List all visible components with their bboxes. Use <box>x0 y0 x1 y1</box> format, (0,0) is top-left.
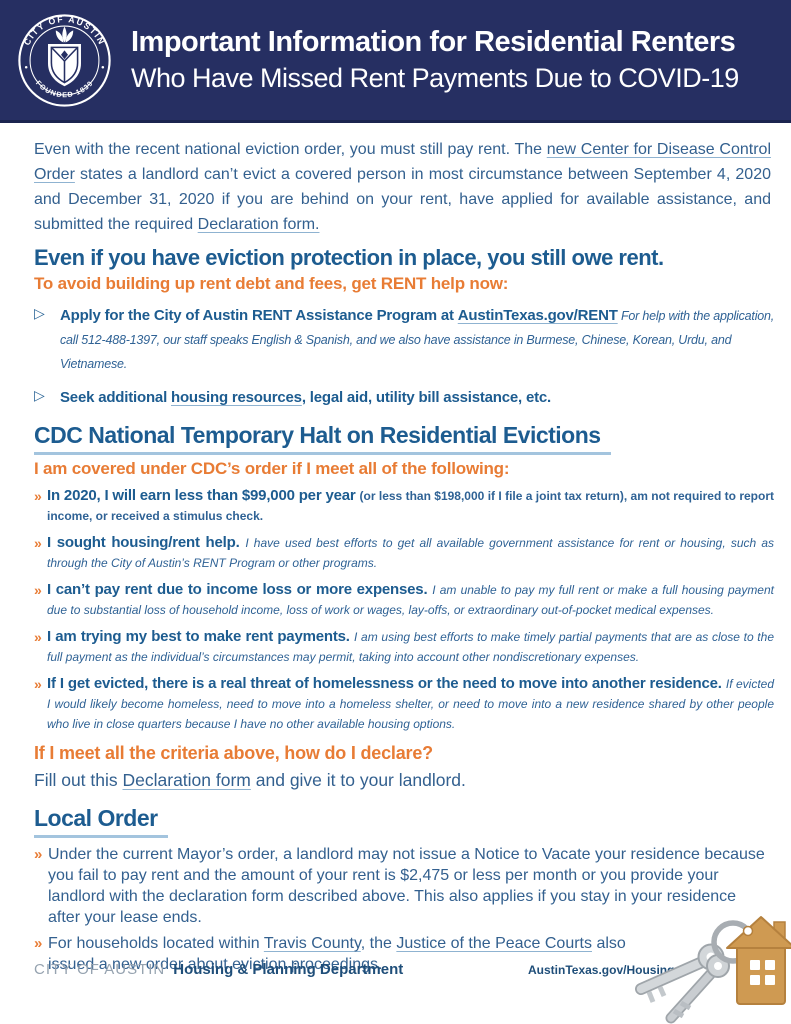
rent-program-text: Apply for the City of Austin RENT Assist… <box>60 304 779 376</box>
housing-resources-seg: Seek additional <box>60 389 171 406</box>
footer-org: CITY OF AUSTIN <box>34 961 166 978</box>
mayor-order-text: Under the current Mayor’s order, a landl… <box>48 846 765 926</box>
criteria-lead: If I get evicted, there is a real threat… <box>47 675 726 692</box>
criteria-detail: I am using best efforts to make timely p… <box>47 630 774 664</box>
intro-text: Even with the recent national eviction o… <box>34 141 547 158</box>
local-order-list: » Under the current Mayor’s order, a lan… <box>34 844 771 975</box>
chevron-bullet-icon: » <box>34 488 42 504</box>
criteria-lead: I can’t pay rent due to income loss or m… <box>47 581 433 598</box>
criteria-income-loss: I can’t pay rent due to income loss or m… <box>47 580 774 620</box>
header-band: CITY OF AUSTIN FOUNDED 1839 Important In… <box>0 0 791 123</box>
declare-text: Fill out this Declaration form and give … <box>34 768 771 792</box>
criteria-homelessness: If I get evicted, there is a real threat… <box>47 674 774 734</box>
list-item: » In 2020, I will earn less than $99,000… <box>34 486 774 526</box>
rent-program-bullet: ▷ Apply for the City of Austin RENT Assi… <box>34 304 779 376</box>
list-item: » I am trying my best to make rent payme… <box>34 627 774 667</box>
cdc-subheading: I am covered under CDC’s order if I meet… <box>34 459 510 478</box>
footer: CITY OF AUSTIN Housing & Planning Depart… <box>34 961 403 978</box>
criteria-lead: I sought housing/rent help. <box>47 534 246 551</box>
declare-heading: If I meet all the criteria above, how do… <box>34 743 433 763</box>
travis-county-link[interactable]: Travis County <box>263 935 361 952</box>
criteria-lead: In 2020, I will earn less than $99,000 p… <box>47 487 360 504</box>
header-titles: Important Information for Residential Re… <box>131 25 739 96</box>
local-order-heading[interactable]: Local Order <box>34 805 168 838</box>
chevron-bullet-icon: » <box>34 582 42 598</box>
travis-seg: For households located within <box>48 935 264 952</box>
criteria-sought-help: I sought housing/rent help. I have used … <box>47 533 774 573</box>
criteria-income: In 2020, I will earn less than $99,000 p… <box>47 486 774 526</box>
declaration-form-link[interactable]: Declaration form <box>122 770 251 790</box>
travis-county-text: For households located within Travis Cou… <box>48 933 648 975</box>
page-title: Important Information for Residential Re… <box>131 25 736 58</box>
criteria-detail: I have used best efforts to get all avai… <box>47 536 774 570</box>
cdc-criteria-list: » In 2020, I will earn less than $99,000… <box>34 486 774 734</box>
chevron-bullet-icon: » <box>34 935 43 952</box>
housing-resources-bullet: ▷ Seek additional housing resources, leg… <box>34 386 779 409</box>
declare-seg: Fill out this <box>34 770 123 790</box>
austintexas-rent-link[interactable]: AustinTexas.gov/RENT <box>457 307 618 324</box>
rent-program-note: For help with the application, call 512-… <box>60 309 775 371</box>
travis-seg: , the <box>360 935 397 952</box>
city-of-austin-seal-icon: CITY OF AUSTIN FOUNDED 1839 <box>18 14 111 107</box>
triangle-bullet-icon: ▷ <box>34 388 45 404</box>
criteria-detail: (or less than $198,000 if I file a joint… <box>47 489 775 523</box>
housing-resources-seg: , legal aid, utility bill assistance, et… <box>301 389 552 406</box>
criteria-lead: I am trying my best to make rent payment… <box>47 628 355 645</box>
cdc-section-heading[interactable]: CDC National Temporary Halt on Residenti… <box>34 422 611 455</box>
travis-seg: also issued a new order about eviction p… <box>48 935 626 973</box>
house-keychain-photo <box>635 916 791 1024</box>
intro-paragraph: Even with the recent national eviction o… <box>34 137 771 237</box>
chevron-bullet-icon: » <box>34 629 42 645</box>
housing-resources-link[interactable]: housing resources <box>171 389 302 406</box>
rent-help-subheading: To avoid building up rent debt and fees,… <box>34 274 509 293</box>
chevron-bullet-icon: » <box>34 676 42 692</box>
cdc-order-link[interactable]: new Center for Disease Control Order <box>34 141 771 183</box>
flyer-content: Even with the recent national eviction o… <box>0 137 791 975</box>
declaration-form-link[interactable]: Declaration form. <box>197 216 320 233</box>
housing-resources-text: Seek additional housing resources, legal… <box>60 386 779 409</box>
chevron-bullet-icon: » <box>34 846 43 863</box>
criteria-detail: If evicted I would likely become homeles… <box>47 677 774 731</box>
declare-seg: and give it to your landlord. <box>250 770 466 790</box>
list-item: » I sought housing/rent help. I have use… <box>34 533 774 573</box>
list-item: » Under the current Mayor’s order, a lan… <box>34 844 771 928</box>
owe-rent-heading: Even if you have eviction protection in … <box>34 245 664 270</box>
rent-program-lead: Apply for the City of Austin RENT Assist… <box>60 307 458 324</box>
intro-text: states a landlord can’t evict a covered … <box>34 166 771 233</box>
list-item: » For households located within Travis C… <box>34 933 771 975</box>
list-item: » If I get evicted, there is a real thre… <box>34 674 774 734</box>
page-subtitle: Who Have Missed Rent Payments Due to COV… <box>131 62 739 93</box>
footer-housing-url[interactable]: AustinTexas.gov/Housing <box>528 963 675 977</box>
criteria-detail: I am unable to pay my full rent or make … <box>47 583 774 617</box>
triangle-bullet-icon: ▷ <box>34 306 45 322</box>
jp-courts-link[interactable]: Justice of the Peace Courts <box>396 935 592 952</box>
criteria-best-efforts: I am trying my best to make rent payment… <box>47 627 774 667</box>
footer-department: Housing & Planning Department <box>173 961 404 978</box>
chevron-bullet-icon: » <box>34 535 42 551</box>
list-item: » I can’t pay rent due to income loss or… <box>34 580 774 620</box>
